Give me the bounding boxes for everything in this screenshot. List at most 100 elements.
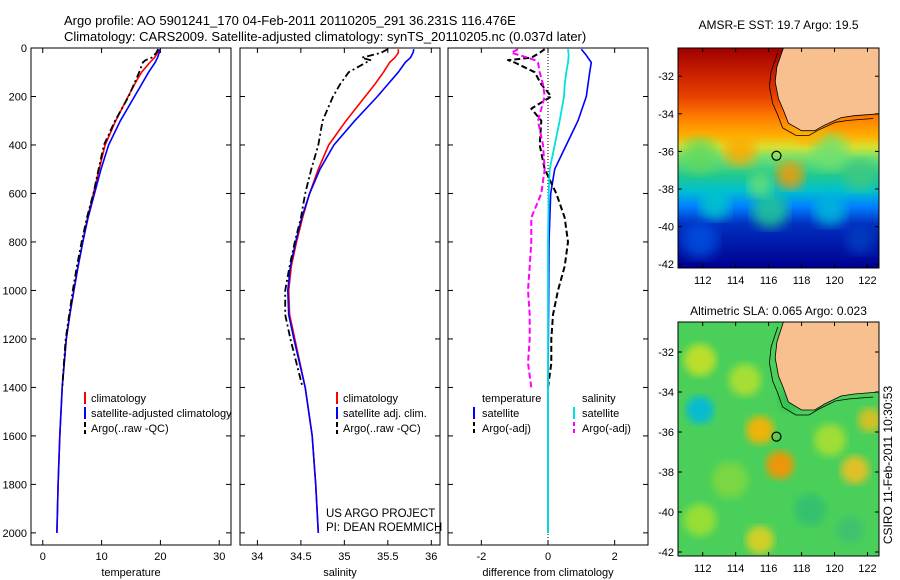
credit-side: CSIRO 11-Feb-2011 10:30:53	[881, 386, 895, 545]
series-salinity-argo-raw-qc-	[284, 48, 389, 388]
map-title: AMSR-E SST: 19.7 Argo: 19.5	[698, 18, 858, 32]
map-sla_map: Altimetric SLA: 0.065 Argo: 0.023 -32 -34 -…	[658, 304, 880, 575]
sst-eddy	[752, 192, 788, 228]
legend-heading-temperature: temperature	[482, 393, 541, 405]
map-xtick-label: 118	[793, 563, 811, 575]
xtick-label-temperature: 20	[154, 551, 166, 563]
map-ytick-label: -40	[658, 222, 674, 234]
map-xtick-label: 122	[858, 275, 876, 287]
map-xtick-label: 112	[694, 275, 712, 287]
land-mass	[774, 48, 879, 132]
ytick-label: 0	[21, 43, 27, 55]
xtick-label-salinity: 35	[338, 551, 350, 563]
xtick-label-temperature: 0	[40, 551, 46, 563]
series-temperature-satellite-adjusted-climatology	[56, 49, 161, 533]
legend-label-temp: Argo(-adj)	[482, 423, 531, 435]
map-ytick-label: -36	[658, 146, 674, 158]
sst-eddy	[724, 134, 756, 166]
panel-temperature: 0 10 20 30 0 200 400 600 800 1000 1200 1400 1600 1800…	[3, 43, 233, 579]
map-ytick-label: -42	[658, 259, 674, 271]
ytick-label: 200	[9, 91, 27, 103]
ytick-label: 600	[9, 188, 27, 200]
xtick-label-salinity: 34.5	[290, 551, 311, 563]
map-xtick-label: 114	[727, 563, 745, 575]
sla-anomaly	[686, 396, 714, 424]
xtick-label-difference: 2	[612, 551, 618, 563]
legend-label-salinity: Argo(..raw -QC)	[343, 423, 421, 435]
ytick-label: 1400	[3, 382, 27, 394]
xlabel-salinity: salinity	[323, 567, 357, 579]
series-difference-salinity-argo-adj-	[510, 48, 546, 388]
map-xtick-label: 120	[825, 275, 843, 287]
sst-eddy	[846, 226, 874, 254]
map-ytick-label: -32	[658, 347, 674, 359]
sla-anomaly	[794, 494, 826, 526]
xtick-label-temperature: 30	[213, 551, 225, 563]
ytick-label: 800	[9, 237, 27, 249]
map-xtick-label: 112	[694, 563, 712, 575]
ytick-label: 1200	[3, 334, 27, 346]
sla-anomaly	[746, 526, 774, 554]
legend-label-temperature: climatology	[91, 393, 147, 405]
map-sst_map: AMSR-E SST: 19.7 Argo: 19.5 -32 -34 -36 -38 -…	[658, 18, 880, 287]
map-xtick-label: 114	[727, 275, 745, 287]
sla-anomaly	[729, 364, 761, 396]
isobath-line	[768, 52, 874, 136]
credit-project: US ARGO PROJECT	[326, 508, 435, 520]
map-xtick-label: 116	[760, 563, 778, 575]
ytick-label: 1600	[3, 431, 27, 443]
sst-eddy	[844, 159, 876, 191]
xtick-label-salinity: 34	[251, 551, 263, 563]
sla-anomaly	[814, 424, 846, 456]
sla-anomaly	[841, 456, 869, 484]
legend-label-sal: Argo(-adj)	[582, 423, 631, 435]
map-ytick-label: -32	[658, 71, 674, 83]
sla-anomaly	[684, 344, 716, 376]
map-ytick-label: -40	[658, 507, 674, 519]
xtick-label-difference: 0	[545, 551, 551, 563]
sst-eddy	[814, 194, 846, 226]
legend-heading-salinity: salinity	[582, 393, 616, 405]
isobath-line	[768, 326, 874, 416]
map-ytick-label: -38	[658, 467, 674, 479]
map-ytick-label: -38	[658, 184, 674, 196]
sst-eddy	[812, 134, 848, 170]
series-difference-temperature-argo-adj-	[507, 48, 569, 388]
legend-label-temperature: satellite-adjusted climatology	[91, 408, 232, 420]
figure-subtitle: Climatology: CARS2009. Satellite-adjuste…	[64, 29, 587, 44]
map-frame	[677, 321, 880, 557]
map-xtick-label: 122	[858, 563, 876, 575]
ytick-label: 1800	[3, 479, 27, 491]
xtick-label-salinity: 35.5	[377, 551, 398, 563]
sst-eddy	[682, 138, 718, 174]
map-ytick-label: -36	[658, 427, 674, 439]
map-xtick-label: 118	[793, 275, 811, 287]
ytick-label: 1000	[3, 285, 27, 297]
sst-eddy	[682, 222, 718, 258]
credit-pi: PI: DEAN ROEMMICH	[326, 522, 442, 534]
xlabel-difference: difference from climatology	[482, 567, 614, 579]
series-difference-salinity-satellite	[547, 49, 570, 533]
map-field-sst_map	[678, 48, 879, 268]
legend-label-temperature: Argo(..raw -QC)	[91, 423, 169, 435]
xtick-label-difference: -2	[476, 551, 486, 563]
panel-difference: -2 0 2 difference from climatology temperatu…	[447, 47, 649, 579]
series-temperature-argo-raw-qc-	[61, 48, 159, 388]
legend-label-salinity: satellite adj. clim.	[343, 408, 427, 420]
sla-anomaly	[766, 451, 794, 479]
series-salinity-climatology	[287, 49, 400, 533]
map-xtick-label: 120	[825, 563, 843, 575]
float-marker	[771, 431, 782, 442]
map-frame	[677, 47, 880, 269]
sla-anomaly	[858, 408, 879, 432]
land-mass	[774, 322, 879, 411]
float-marker	[771, 150, 782, 161]
figure-title: Argo profile: AO 5901241_170 04-Feb-2011…	[64, 13, 516, 28]
sla-anomaly	[712, 462, 748, 498]
xtick-label-temperature: 10	[95, 551, 107, 563]
sst-eddy	[700, 190, 730, 220]
map-ytick-label: -34	[658, 387, 674, 399]
sla-anomaly	[746, 416, 774, 444]
series-salinity-satellite-adj-clim-	[286, 49, 415, 533]
